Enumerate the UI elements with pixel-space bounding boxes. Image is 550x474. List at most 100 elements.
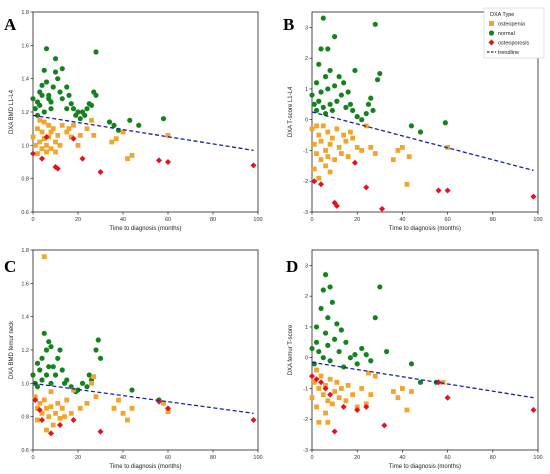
point-osteopenia-a (35, 126, 40, 132)
point-osteopenia-b (338, 151, 344, 156)
point-osteopenia-b (327, 141, 333, 147)
point-osteopenia-b (325, 154, 331, 160)
point-normal-d (313, 324, 320, 330)
point-normal-b (320, 104, 326, 110)
x-tick-label-c: 0 (31, 455, 34, 461)
x-tick-label-d: 40 (399, 455, 405, 461)
legend-label-osteopenia: osteopenia (498, 22, 526, 28)
point-normal-b (372, 21, 378, 27)
x-tick-label-d: 80 (490, 455, 496, 461)
point-osteopenia-b (314, 123, 319, 129)
point-osteoporosis-d (327, 391, 334, 398)
trendline-b (311, 111, 534, 172)
point-osteopenia-c (165, 409, 171, 415)
point-osteopenia-a (46, 122, 52, 128)
point-osteopenia-d (404, 407, 410, 413)
panel-letter-d: D (286, 257, 298, 276)
point-normal-a (82, 112, 88, 118)
point-osteoporosis-c (39, 417, 45, 423)
point-osteopenia-c (129, 405, 135, 411)
point-osteopenia-d (314, 367, 319, 373)
y-tick-label-d: -2 (303, 417, 308, 423)
point-osteopenia-d (316, 419, 322, 425)
trendline-c (32, 382, 254, 414)
x-tick-label-b: 60 (445, 217, 451, 223)
point-normal-c (46, 339, 52, 345)
x-tick-label-c: 80 (210, 455, 216, 461)
panel-letter-b: B (283, 15, 294, 34)
point-normal-a (75, 109, 81, 115)
point-normal-a (70, 106, 77, 112)
point-osteopenia-a (89, 117, 94, 123)
point-normal-a (41, 109, 47, 115)
x-tick-label-a: 80 (210, 217, 216, 223)
point-osteopenia-c (35, 417, 40, 423)
y-tick-label-a: 1.8 (21, 10, 29, 16)
point-osteoporosis-c (57, 422, 63, 428)
y-tick-label-d: -1 (303, 386, 308, 392)
point-normal-a (88, 102, 95, 108)
point-normal-d (329, 299, 335, 305)
y-tick-label-a: 0.6 (21, 210, 29, 216)
point-osteopenia-a (120, 129, 126, 135)
y-axis-label-b: DXA T-score L1-L4 (288, 86, 294, 137)
point-normal-b (311, 101, 317, 107)
point-normal-c (34, 360, 41, 366)
point-osteopenia-a (48, 146, 54, 152)
point-osteoporosis-d (435, 379, 442, 386)
panel-d: D 0 20 40 60 80 100 -3 -2 -1 0 1 2 3 Time to diagnosi… (286, 249, 543, 470)
point-osteopenia-d (329, 401, 335, 407)
point-normal-b (359, 117, 365, 123)
point-normal-d (322, 330, 329, 336)
point-normal-a (93, 92, 99, 98)
point-osteoporosis-d (444, 394, 451, 401)
point-osteopenia-c (46, 414, 52, 420)
point-osteopenia-a (37, 117, 43, 123)
point-osteopenia-c (161, 400, 166, 406)
point-osteoporosis-a (97, 169, 104, 175)
point-osteopenia-c (62, 414, 67, 420)
y-tick-label-d: 3 (305, 263, 308, 269)
point-osteopenia-a (44, 142, 49, 148)
panel-b: B 0 20 40 60 80 100 -3 -2 -1 0 1 2 3 Time to diagnosi… (283, 11, 543, 232)
point-normal-a (64, 84, 70, 90)
x-tick-label-b: 40 (399, 217, 405, 223)
point-normal-a (39, 82, 45, 88)
point-osteopenia-d (327, 376, 333, 382)
point-normal-b (417, 129, 424, 135)
point-normal-b (352, 67, 358, 74)
point-normal-d (347, 355, 354, 361)
point-normal-a (111, 122, 117, 128)
legend-label-osteoporosis: osteoporosis (498, 41, 529, 47)
point-osteopenia-a (66, 126, 72, 132)
point-osteoporosis-a (165, 159, 171, 165)
point-osteopenia-b (327, 169, 333, 175)
point-normal-b (316, 61, 322, 67)
point-normal-b (313, 80, 320, 86)
point-normal-a (59, 66, 65, 72)
point-osteopenia-b (318, 138, 324, 144)
point-osteopenia-c (57, 415, 63, 421)
point-osteopenia-c (55, 400, 61, 406)
point-normal-c (39, 377, 45, 383)
point-osteopenia-c (111, 405, 117, 411)
point-osteopenia-b (316, 132, 322, 138)
plot-frame-a (32, 11, 259, 213)
point-normal-a (41, 67, 47, 73)
point-normal-b (336, 74, 342, 80)
point-osteopenia-c (89, 380, 94, 386)
y-tick-label-a: 1.6 (21, 43, 29, 49)
point-normal-b (343, 104, 349, 110)
point-osteopenia-c (116, 397, 121, 403)
point-osteopenia-a (30, 134, 36, 140)
point-normal-c (43, 372, 50, 378)
y-tick-label-d: 2 (305, 294, 308, 300)
point-osteopenia-d (323, 382, 328, 388)
point-normal-c (34, 384, 41, 390)
panel-letter-c: C (4, 257, 16, 276)
point-osteoporosis-d (313, 376, 320, 383)
point-normal-a (55, 76, 61, 82)
point-osteoporosis-a (30, 150, 36, 157)
point-normal-b (334, 98, 340, 104)
x-tick-label-b: 100 (533, 217, 542, 223)
